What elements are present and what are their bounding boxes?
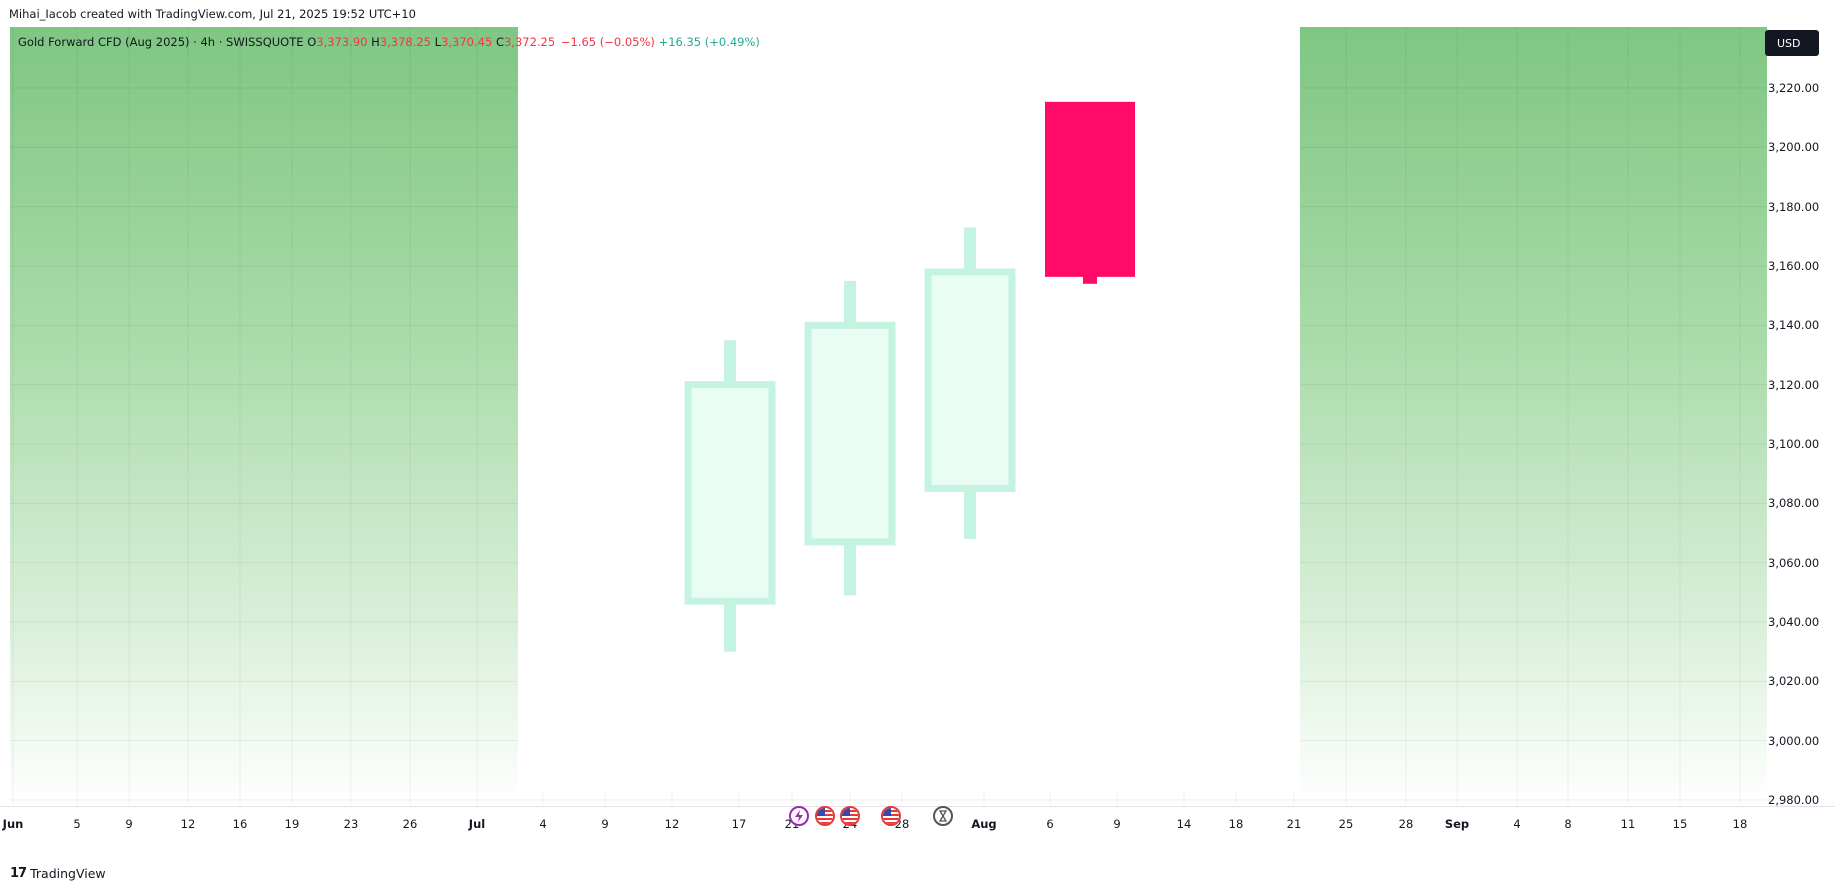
price-tick-label: 3,020.00 [1768,674,1820,689]
low-value: 3,370.45 [441,35,493,49]
time-axis[interactable]: Jun591216192326Jul491217212428Aug6914182… [0,806,1835,837]
time-tick-label: 26 [402,817,418,831]
candle [684,340,776,652]
us-flag-icon[interactable] [815,806,835,826]
candle [804,280,896,596]
chart-svg [10,27,1767,805]
candle [924,227,1016,539]
high-value: 3,378.25 [379,35,431,49]
time-tick-label: Jun [2,817,24,831]
candle-body [804,321,896,546]
symbol-title[interactable]: Gold Forward CFD (Aug 2025) · 4h · SWISS… [18,35,304,49]
time-tick-label: Sep [1444,817,1470,831]
price-tick-label: 3,160.00 [1768,259,1820,273]
price-tick-label: 3,120.00 [1768,377,1820,392]
close-value: 3,372.25 [503,35,556,49]
us-flag-icon[interactable] [881,806,901,826]
time-tick-label: 4 [539,817,547,831]
price-tick-label: 3,180.00 [1768,199,1820,214]
price-tick-label: 3,080.00 [1768,496,1820,511]
price-tick-label: 3,220.00 [1768,81,1820,95]
change-value: −1.65 (−0.05%) [560,35,655,49]
chart-pane[interactable] [10,27,1767,805]
price-tick-label: 3,200.00 [1768,140,1820,155]
time-tick-label: 12 [180,817,196,831]
time-tick-label: 28 [1398,817,1414,831]
time-tick-label: 8 [1564,817,1572,831]
tradingview-logo-icon: 17 [10,866,27,881]
price-tick-label: 2,980.00 [1768,793,1820,807]
price-axis[interactable]: 3,220.00 3,200.00 3,180.00 3,160.00 3,140.00… [1768,27,1835,807]
time-tick-label: 9 [601,817,609,831]
time-tick-label: 18 [1228,817,1244,831]
price-tick-label: 3,060.00 [1768,555,1820,570]
close-key: C [495,35,504,49]
time-tick-label: Jul [468,817,486,831]
change-value-2: +16.35 (+0.49%) [658,35,760,49]
candle-body [684,381,776,605]
candles [684,101,1135,652]
high-key: H [371,35,380,49]
candle-body [924,268,1016,492]
chart-legend: Gold Forward CFD (Aug 2025) · 4h · SWISS… [18,35,760,49]
author-line: Mihai_Iacob created with TradingView.com… [9,7,416,21]
price-tick-label: 3,100.00 [1768,437,1820,451]
time-tick-label: 14 [1176,817,1192,831]
time-tick-label: 23 [343,817,359,831]
price-tick-label: 3,140.00 [1768,318,1820,333]
time-tick-label: Aug [971,817,997,831]
time-tick-label: 15 [1672,817,1688,831]
time-tick-label: 21 [1286,817,1302,831]
price-tick-label: 3,000.00 [1768,733,1820,748]
time-tick-label: 11 [1620,817,1636,831]
hourglass-icon[interactable] [933,806,953,826]
low-key: L [434,35,442,49]
tradingview-brand: TradingView [30,866,106,881]
open-key: O [307,35,317,49]
tradingview-logo[interactable]: 17 TradingView [10,866,106,881]
lightning-event-icon[interactable] [789,806,809,826]
time-tick-label: 19 [284,817,300,831]
time-tick-label: 6 [1046,817,1054,831]
time-tick-label: 25 [1338,817,1354,831]
time-tick-label: 16 [232,817,248,831]
time-tick-label: 18 [1732,817,1748,831]
candle-body [1045,101,1135,277]
currency-button[interactable]: USD [1765,30,1819,56]
price-tick-label: 3,040.00 [1768,615,1820,629]
time-tick-label: 5 [73,817,81,831]
open-value: 3,373.90 [316,35,368,49]
time-tick-label: 9 [1113,817,1121,831]
candle [1045,101,1135,284]
time-tick-label: 9 [125,817,133,831]
time-tick-label: 4 [1513,817,1521,831]
us-flag-icon[interactable] [840,806,860,826]
highlight-box [518,27,1300,792]
time-tick-label: 17 [731,817,747,831]
time-tick-label: 12 [664,817,680,831]
